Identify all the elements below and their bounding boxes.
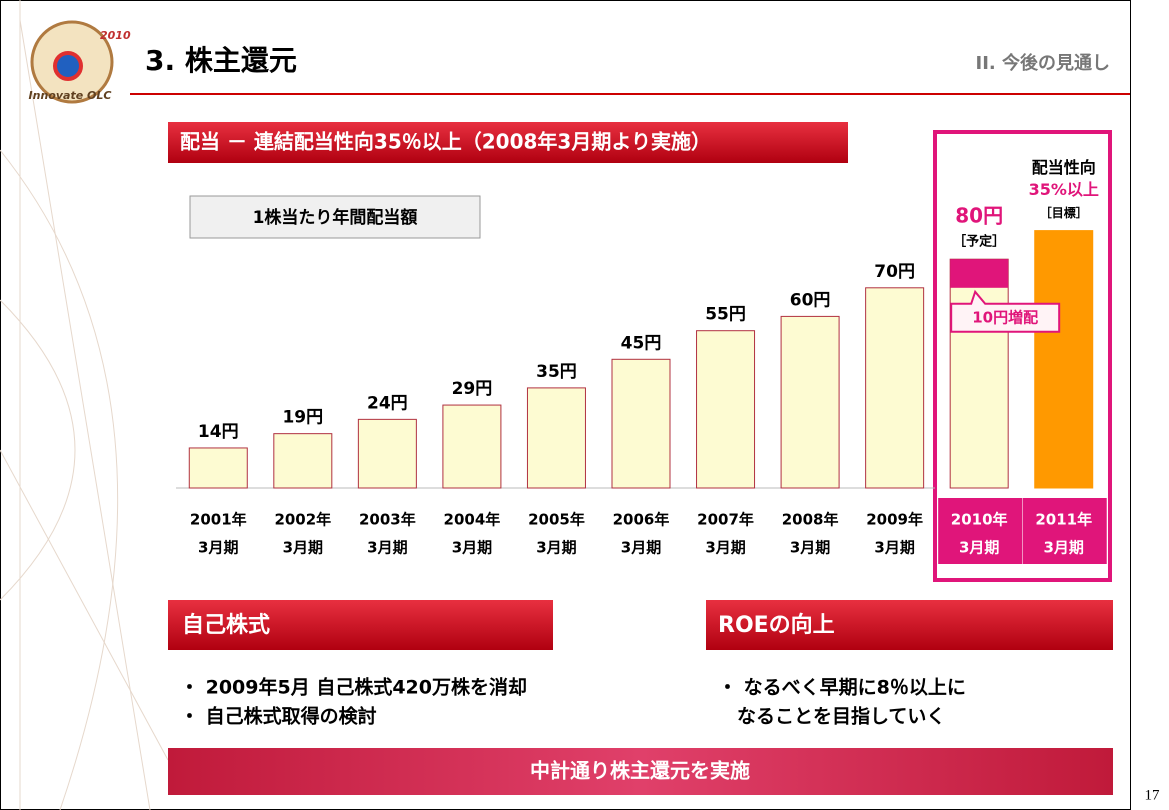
bar	[273, 433, 333, 489]
x-tick-label: 2009年	[866, 511, 923, 529]
banner-text: 配当 － 連結配当性向35％以上（2008年3月期より実施）	[180, 130, 711, 154]
x-tick-label: 3月期	[283, 539, 323, 557]
bullet: ・ 自己株式取得の検討	[180, 705, 377, 728]
callout-text: 10円増配	[972, 308, 1038, 326]
x-tick-label: 2003年	[359, 511, 416, 529]
bullet: ・ なるべく早期に8％以上に	[718, 677, 966, 699]
x-tick-label: 3月期	[874, 539, 914, 557]
target-note: 35%以上	[1029, 180, 1099, 199]
chart-title: 1株当たり年間配当額	[253, 207, 418, 228]
bar	[865, 287, 925, 489]
section-title: ROEの向上	[718, 612, 835, 638]
x-tick-label: 3月期	[367, 539, 407, 557]
x-tick-label: 3月期	[452, 539, 492, 557]
value-label: 70円	[874, 262, 915, 282]
category-box	[1022, 498, 1107, 564]
banner	[168, 122, 848, 163]
x-tick-label: 2007年	[697, 511, 754, 529]
footer-banner	[168, 748, 1113, 795]
value-label: 35円	[536, 362, 577, 382]
target-note: 配当性向	[1032, 158, 1096, 177]
x-tick-label: 3月期	[790, 539, 830, 557]
value-label: 14円	[198, 422, 239, 442]
x-tick-label: 2010年	[951, 511, 1008, 529]
x-tick-label: 3月期	[959, 539, 999, 557]
section-label: II. 今後の見通し	[976, 52, 1111, 74]
x-tick-label: 2006年	[613, 511, 670, 529]
bullet: なることを目指していく	[718, 706, 945, 728]
x-tick-label: 2005年	[528, 511, 585, 529]
highlight-frame	[933, 130, 1112, 582]
bar	[442, 404, 502, 489]
x-tick-label: 2004年	[444, 511, 501, 529]
logo-text: Innovate OLC	[29, 89, 112, 102]
x-tick-label: 3月期	[198, 539, 238, 557]
value-label: 24円	[367, 393, 408, 413]
x-tick-label: 2008年	[782, 511, 839, 529]
category-box	[938, 498, 1023, 564]
value-label: 60円	[790, 290, 831, 310]
bar	[780, 315, 840, 489]
target-note: ［目標］	[1040, 205, 1088, 220]
x-tick-label: 2001年	[190, 511, 247, 529]
page-number: 17	[1145, 787, 1161, 803]
logo-mark	[53, 51, 83, 81]
callout	[950, 289, 1061, 333]
decoration	[0, 0, 169, 810]
value-label: 29円	[452, 379, 493, 399]
bar	[1034, 230, 1094, 489]
value-label: 55円	[705, 305, 746, 325]
x-tick-label: 2002年	[274, 511, 331, 529]
bar	[188, 447, 248, 489]
bar	[949, 258, 1009, 489]
title: 3. 株主還元	[145, 44, 297, 77]
section-title: 自己株式	[182, 612, 270, 638]
logo-text: 2010	[100, 29, 131, 42]
value-label: 19円	[282, 408, 323, 428]
x-tick-label: 2011年	[1035, 511, 1092, 529]
bar	[526, 387, 586, 489]
x-tick-label: 3月期	[705, 539, 745, 557]
increase-segment	[950, 259, 1009, 288]
bar	[357, 418, 417, 489]
forecast-note: ［予定］	[953, 234, 1005, 250]
section-box	[168, 600, 553, 650]
x-tick-label: 3月期	[621, 539, 661, 557]
x-tick-label: 3月期	[1044, 539, 1084, 557]
bar	[696, 330, 756, 489]
value-label: 45円	[621, 333, 662, 353]
section-box	[706, 600, 1113, 650]
footer-text: 中計通り株主還元を実施	[530, 759, 750, 783]
value-label: 80円	[955, 204, 1003, 228]
bar	[611, 358, 671, 489]
x-tick-label: 3月期	[536, 539, 576, 557]
chart-title-box	[189, 195, 481, 239]
bullet: ・ 2009年5月 自己株式420万株を消却	[180, 676, 527, 699]
